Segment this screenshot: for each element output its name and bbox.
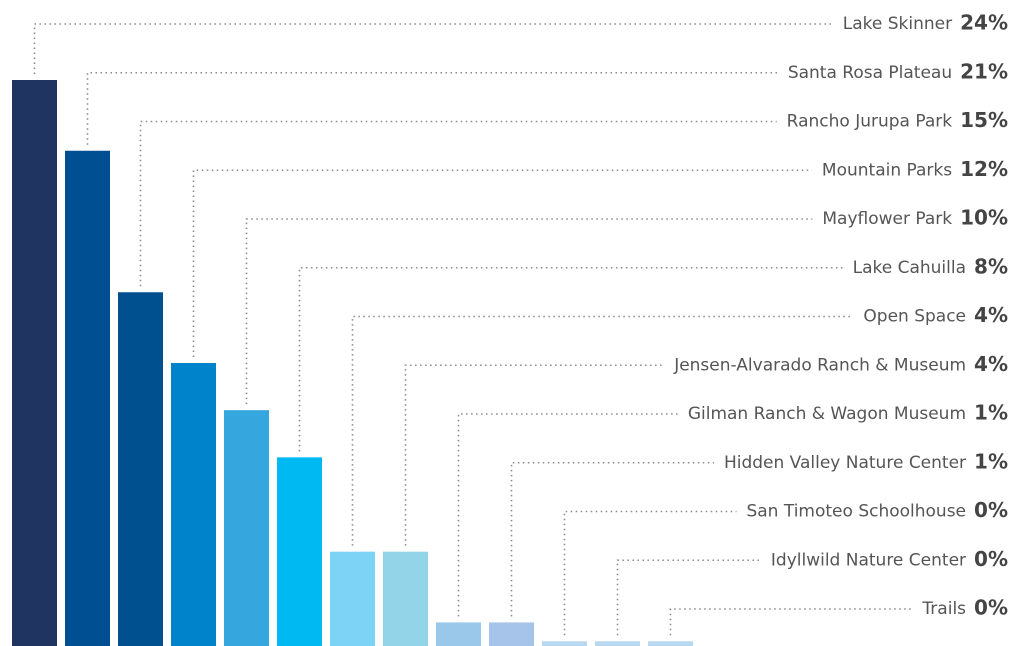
value-label: 0% <box>974 596 1008 620</box>
value-label: 4% <box>974 352 1008 376</box>
category-label: Lake Cahuilla <box>853 258 966 278</box>
category-label: Hidden Valley Nature Center <box>724 453 966 473</box>
category-label: Trails <box>921 599 966 619</box>
leader-line <box>457 413 678 617</box>
bar <box>12 80 57 646</box>
category-label: Lake Skinner <box>843 14 952 34</box>
value-label: 15% <box>960 108 1008 132</box>
bar <box>595 641 640 646</box>
bar <box>171 363 216 646</box>
leader-line <box>351 315 854 546</box>
value-label: 0% <box>974 498 1008 522</box>
leader-line <box>139 120 777 287</box>
bar <box>277 457 322 646</box>
category-label: Santa Rosa Plateau <box>788 63 952 83</box>
bar <box>65 150 110 646</box>
bar <box>648 641 693 646</box>
value-label: 1% <box>974 449 1008 473</box>
bar <box>489 622 534 646</box>
leader-line <box>86 71 778 145</box>
category-label: Jensen-Alvarado Ranch & Museum <box>673 355 966 375</box>
value-label: 8% <box>974 254 1008 278</box>
bar <box>436 622 481 646</box>
category-label: Gilman Ranch & Wagon Museum <box>688 404 966 424</box>
leader-line <box>616 559 761 636</box>
category-label: Mayflower Park <box>822 209 952 229</box>
leader-line <box>33 23 833 74</box>
leader-line <box>192 169 812 357</box>
category-label: Rancho Jurupa Park <box>787 112 953 132</box>
category-label: Mountain Parks <box>822 160 952 180</box>
value-label: 10% <box>960 206 1008 230</box>
value-label: 21% <box>960 59 1008 83</box>
bar <box>224 410 269 646</box>
value-label: 4% <box>974 303 1008 327</box>
category-label: Idyllwild Nature Center <box>771 550 966 570</box>
leader-line <box>563 510 737 636</box>
leader-line <box>669 608 913 636</box>
leader-line <box>510 461 714 617</box>
bar <box>542 641 587 646</box>
value-label: 12% <box>960 157 1008 181</box>
value-label: 1% <box>974 401 1008 425</box>
category-label: San Timoteo Schoolhouse <box>746 502 966 522</box>
bar <box>118 292 163 646</box>
bar <box>383 551 428 646</box>
bar <box>330 551 375 646</box>
category-label: Open Space <box>863 307 966 327</box>
value-label: 0% <box>974 547 1008 571</box>
leader-line <box>404 364 665 546</box>
leader-line <box>298 266 843 452</box>
value-label: 24% <box>960 11 1008 35</box>
leader-line <box>245 218 813 405</box>
